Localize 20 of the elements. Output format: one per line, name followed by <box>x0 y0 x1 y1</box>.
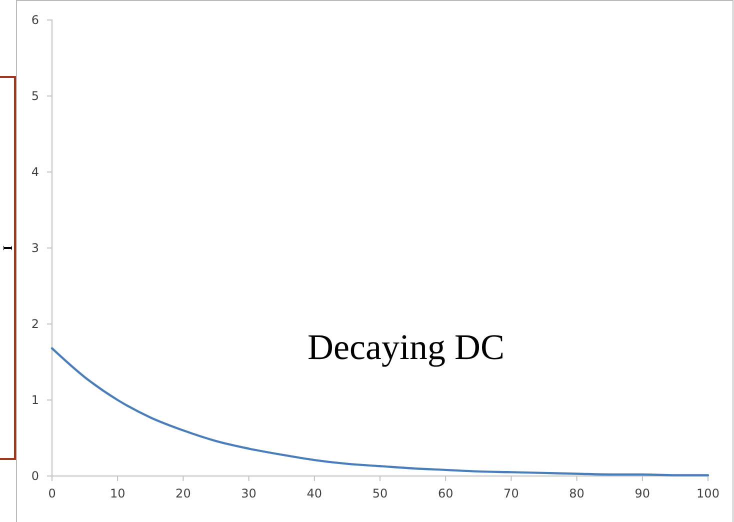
x-tick-label: 60 <box>438 486 454 501</box>
y-axis-title: I <box>0 245 15 251</box>
x-tick-label: 80 <box>569 486 584 501</box>
x-tick-label: 30 <box>241 486 256 501</box>
y-tick-label: 1 <box>31 392 39 407</box>
x-tick-label: 40 <box>306 486 322 501</box>
x-tick-label: 0 <box>48 486 56 501</box>
x-tick-label: 50 <box>372 486 388 501</box>
x-tick-label: 70 <box>504 486 519 501</box>
y-tick-label: 5 <box>31 88 39 103</box>
annotation: Decaying DC <box>308 327 504 367</box>
y-tick-label: 4 <box>31 164 39 179</box>
y-tick-label: 0 <box>31 468 39 483</box>
x-tick-label: 20 <box>176 486 191 501</box>
x-tick-label: 10 <box>110 486 126 501</box>
y-tick-label: 3 <box>31 240 39 255</box>
y-tick-label: 2 <box>31 316 39 331</box>
y-tick-label: 6 <box>31 12 39 27</box>
x-tick-label: 90 <box>634 486 650 501</box>
x-tick-label: 100 <box>696 486 720 501</box>
